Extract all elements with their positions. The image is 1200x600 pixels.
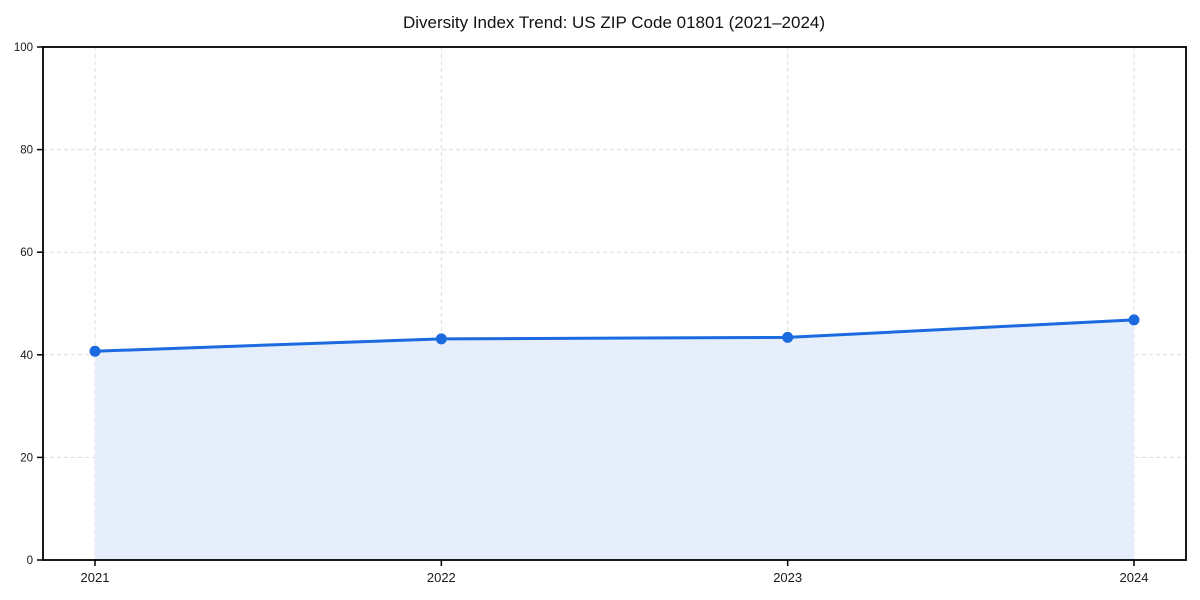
data-point-marker [782,331,794,343]
x-tick-label: 2023 [773,570,802,585]
trend-line-layer [93,318,1136,353]
axis-layer [37,46,1187,566]
plot-box-spines [42,46,1187,561]
y-tick-label: 60 [20,247,33,259]
data-point-marker [435,333,447,345]
tick-label-layer: 0 20 40 60 80 100 2021 2022 2023 2024 [14,42,1149,585]
x-tick-label: 2021 [81,570,110,585]
y-tick-label: 40 [20,350,33,362]
data-point-layer [89,314,1140,357]
area-fill-layer [95,319,1134,560]
x-tick-label: 2024 [1120,570,1149,585]
y-tick-label: 20 [20,452,33,464]
chart-title: Diversity Index Trend: US ZIP Code 01801… [403,13,825,32]
area-fill [95,319,1134,560]
y-tick-label: 80 [20,145,33,157]
y-tick-label: 100 [14,42,33,54]
x-tick-label: 2022 [427,570,456,585]
y-tick-label: 0 [27,555,33,567]
data-point-marker [1128,314,1140,326]
trend-line [93,318,1136,353]
data-point-marker [89,345,101,357]
